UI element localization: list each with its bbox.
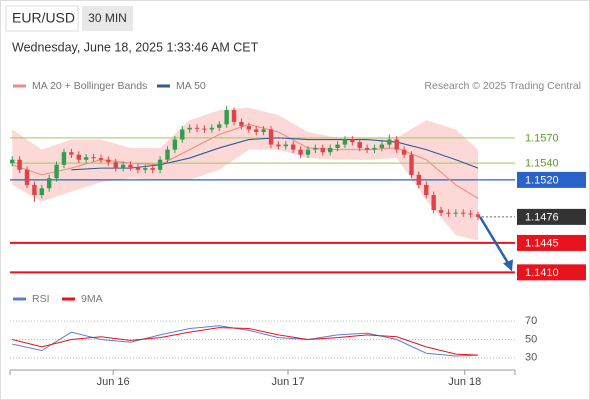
candle-body (342, 139, 348, 145)
candle-body (165, 149, 170, 160)
candle-body (46, 178, 52, 189)
candle-body (157, 159, 163, 170)
candle-body (461, 212, 466, 214)
candle-body (335, 144, 340, 148)
candle-body (431, 195, 436, 211)
candle-body (209, 127, 215, 130)
candle-body (143, 168, 148, 170)
candle-body (290, 144, 296, 150)
candle-body (135, 167, 141, 170)
candle-body (69, 152, 74, 155)
level-label: 1.1520 (525, 174, 559, 186)
projection-arrow (478, 216, 512, 267)
candle-body (409, 154, 414, 175)
candle-body (276, 144, 281, 147)
candle-body (298, 149, 303, 155)
candle-body (446, 212, 451, 214)
candle-body (217, 124, 222, 128)
candle-body (313, 147, 318, 150)
candle-body (10, 159, 15, 164)
level-label-box (517, 171, 586, 188)
candle-body (283, 144, 288, 147)
level-label: 1.1445 (525, 237, 559, 249)
candle-body (24, 169, 30, 185)
x-tick-label: Jun 17 (271, 376, 304, 388)
candle-body (32, 184, 37, 196)
legend-label: MA 20 + Bollinger Bands (32, 80, 147, 92)
level-label-box (517, 264, 586, 281)
candle-body (327, 147, 333, 153)
legend-label: 9MA (81, 293, 103, 305)
source: Research © 2025 Trading Central (424, 80, 581, 92)
level-label-box (517, 234, 586, 251)
candle-body (468, 213, 473, 215)
candle-body (187, 127, 192, 130)
moving-average (71, 137, 479, 171)
candle-body (98, 158, 104, 160)
candle-body (76, 154, 81, 160)
level-label: 1.1540 (525, 157, 559, 169)
candle-body (194, 127, 200, 129)
candle-body (453, 212, 459, 214)
level-label-box (517, 208, 586, 225)
candle-body (83, 157, 89, 160)
candle-body (387, 139, 392, 145)
rsi-line (12, 325, 479, 357)
candle-body (61, 152, 67, 165)
candle-body (254, 129, 259, 132)
candle-body (172, 139, 178, 150)
candle-body (113, 162, 118, 169)
timeframe-box (82, 6, 133, 31)
candle-body (438, 210, 444, 213)
candle-body (17, 159, 22, 170)
candle-body (150, 168, 155, 170)
candle-body (239, 121, 244, 127)
candle-body (246, 126, 252, 130)
candle-body (91, 157, 96, 159)
candle-body (394, 139, 399, 150)
candle-body (39, 188, 44, 196)
level-label: 1.1410 (525, 267, 559, 279)
candle-body (261, 129, 266, 132)
chart-title: EUR/USD (12, 10, 75, 26)
candle-body (424, 184, 429, 196)
candle-body (350, 139, 355, 143)
candle-body (372, 147, 377, 150)
candle-body (379, 144, 385, 148)
arrow-head (503, 259, 513, 272)
bollinger-band (12, 107, 479, 241)
candle-body (231, 110, 237, 122)
y-tick-label: 50 (525, 333, 537, 345)
candle-body (401, 149, 407, 155)
rsi-line (12, 327, 479, 356)
candle-body (357, 142, 362, 148)
y-tick-label: 70 (525, 315, 537, 327)
candle-body (120, 164, 126, 169)
candle-body (180, 129, 185, 140)
level-label: 1.1570 (525, 132, 559, 144)
legend-label: RSI (32, 293, 50, 305)
candle-body (54, 164, 59, 179)
candle-body (364, 147, 370, 150)
candle-body (224, 110, 229, 125)
legend-label: MA 50 (176, 80, 206, 92)
subtitle: Wednesday, June 18, 2025 1:33:46 AM CET (12, 40, 259, 54)
x-tick-label: Jun 18 (448, 376, 481, 388)
candle-body (305, 149, 311, 155)
timeframe: 30 MIN (88, 11, 127, 25)
candle-body (268, 129, 274, 145)
candle-body (106, 159, 111, 163)
candle-body (475, 214, 481, 217)
symbol-box (5, 5, 79, 32)
candle-body (128, 164, 133, 168)
candle-body (320, 147, 325, 153)
candle-body (202, 128, 207, 130)
x-tick-label: Jun 16 (97, 376, 130, 388)
candle-body (416, 174, 422, 185)
y-tick-label: 30 (525, 352, 537, 364)
level-label: 1.1476 (525, 211, 559, 223)
